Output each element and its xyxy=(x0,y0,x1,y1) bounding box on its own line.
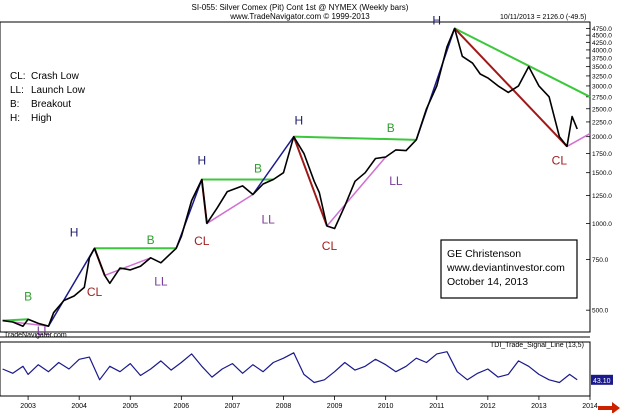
resistance-line xyxy=(454,27,591,98)
pattern-label-ll: LL xyxy=(154,274,168,288)
legend-text-high: High xyxy=(31,113,52,124)
legend-key-crash-low: CL: xyxy=(10,71,26,82)
author-box: GE Christenson www.deviantinvestor.com O… xyxy=(440,239,578,299)
axis-arrow-icon xyxy=(598,402,620,413)
y-tick-label: 750.0 xyxy=(592,257,609,264)
y-tick-label: 2500.0 xyxy=(592,106,612,113)
legend-text-launch-low: Launch Low xyxy=(31,85,86,96)
launch-low-line xyxy=(12,321,49,327)
launch-low-line xyxy=(104,257,151,277)
pattern-label-ll: LL xyxy=(389,174,403,188)
x-tick-label: 2010 xyxy=(378,403,394,410)
price-plot-frame xyxy=(0,21,591,333)
x-tick-label: 2003 xyxy=(20,403,36,410)
indicator-value-badge xyxy=(591,374,613,385)
pattern-label-b: B xyxy=(24,290,32,304)
y-tick-label: 1500.0 xyxy=(592,170,612,177)
launch-low-line xyxy=(566,132,591,148)
pattern-label-cl: CL xyxy=(87,285,103,299)
y-tick-label: 2000.0 xyxy=(592,134,612,141)
x-tick-label: 2012 xyxy=(480,403,496,410)
x-tick-label: 2008 xyxy=(276,403,292,410)
x-tick-label: 2011 xyxy=(429,403,444,410)
chart-title: SI-055: Silver Comex (Pit) Cont 1st @ NY… xyxy=(192,3,409,12)
y-tick-label: 3750.0 xyxy=(592,56,612,63)
y-tick-label: 3000.0 xyxy=(592,83,612,90)
pattern-label-cl: CL xyxy=(322,239,338,253)
crash-line xyxy=(292,136,328,227)
y-tick-label: 4250.0 xyxy=(592,40,612,47)
y-tick-label: 2250.0 xyxy=(592,119,612,126)
price-series-line xyxy=(2,27,578,327)
author-name: GE Christenson xyxy=(447,248,521,260)
y-tick-label: 1000.0 xyxy=(592,221,612,228)
y-tick-label: 1750.0 xyxy=(592,151,612,158)
chart-copyright: www.TradeNavigator.com © 1999-2013 xyxy=(229,12,370,21)
y-tick-label: 3500.0 xyxy=(592,64,612,71)
indicator-title: TDI_Trade_Signal_Line (13,5) xyxy=(490,342,584,349)
x-tick-label: 2009 xyxy=(327,403,343,410)
legend-key-launch-low: LL: xyxy=(10,85,24,96)
y-tick-label: 4750.0 xyxy=(592,26,612,33)
pattern-label-cl: CL xyxy=(552,154,568,168)
launch-low-line xyxy=(326,156,387,227)
rally-line xyxy=(252,136,295,195)
legend-key-breakout: B: xyxy=(10,99,19,110)
indicator-plot-frame xyxy=(0,341,591,397)
launch-low-line xyxy=(206,193,254,225)
pattern-label-ll: LL xyxy=(262,212,276,226)
pattern-label-ll: LL xyxy=(37,324,51,338)
x-tick-label: 2007 xyxy=(225,403,241,410)
y-tick-label: 4000.0 xyxy=(592,47,612,54)
x-tick-label: 2013 xyxy=(531,403,547,410)
y-tick-label: 2750.0 xyxy=(592,94,612,101)
pattern-label-h: H xyxy=(70,226,79,240)
x-tick-label: 2004 xyxy=(71,403,87,410)
legend-text-crash-low: Crash Low xyxy=(31,71,80,82)
author-box-frame xyxy=(440,239,578,299)
watermark: TradeNavigator.com xyxy=(4,332,67,339)
pattern-label-h: H xyxy=(432,14,441,28)
indicator-panel: 2003 2004 2005 2006 2007 2008 2009 2010 2011 2012… xyxy=(0,341,620,413)
legend-key-high: H: xyxy=(10,113,20,124)
resistance-line xyxy=(293,135,417,141)
author-website: www.deviantinvestor.com xyxy=(446,262,565,274)
last-quote: 10/11/2013 = 2126.0 (-49.5) xyxy=(500,14,586,21)
pattern-label-cl: CL xyxy=(194,234,210,248)
crash-line xyxy=(453,27,568,148)
x-tick-label: 2006 xyxy=(174,403,190,410)
pattern-label-h: H xyxy=(197,154,206,168)
indicator-series-line xyxy=(2,351,578,384)
indicator-value-label: 43.10 xyxy=(593,378,611,385)
pattern-label-b: B xyxy=(387,121,395,135)
author-date: October 14, 2013 xyxy=(447,276,528,288)
y-tick-label: 4500.0 xyxy=(592,33,612,40)
y-tick-label: 1250.0 xyxy=(592,193,612,200)
y-tick-label: 500.0 xyxy=(592,308,609,315)
x-tick-label: 2005 xyxy=(122,403,138,410)
rally-line xyxy=(47,247,96,327)
x-tick-label: 2014 xyxy=(582,403,598,410)
pattern-label-h: H xyxy=(294,114,303,128)
y-tick-label: 3250.0 xyxy=(592,73,612,80)
pattern-label-b: B xyxy=(254,162,262,176)
pattern-label-b: B xyxy=(147,233,155,247)
legend-box: CL: Crash Low LL: Launch Low B: Breakout… xyxy=(10,71,86,124)
legend-text-breakout: Breakout xyxy=(31,99,71,110)
